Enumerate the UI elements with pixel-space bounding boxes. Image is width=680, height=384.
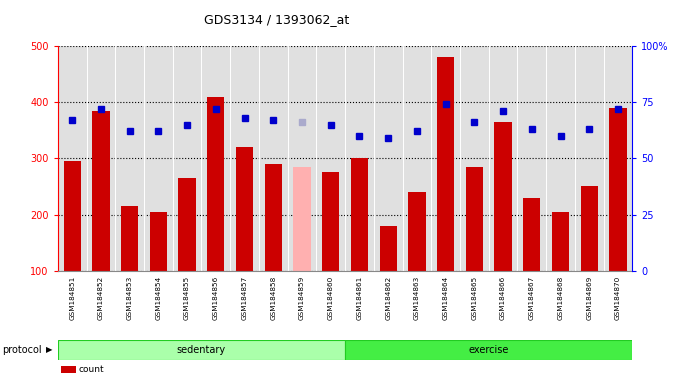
Bar [178,178,196,327]
Bar [150,212,167,327]
Bar [63,161,81,327]
Bar [207,97,224,327]
Bar [379,226,397,327]
Text: count: count [78,365,104,374]
Bar [345,340,632,360]
Text: exercise: exercise [469,345,509,355]
Text: GDS3134 / 1393062_at: GDS3134 / 1393062_at [204,13,350,26]
Bar [408,192,426,327]
Bar [293,167,311,327]
Bar [581,187,598,327]
Bar [437,57,454,327]
Text: protocol: protocol [2,345,41,355]
Bar [92,111,109,327]
Bar [121,206,138,327]
Bar [58,340,345,360]
Bar [609,108,627,327]
Text: ▶: ▶ [46,345,53,354]
Bar [61,366,76,373]
Bar [523,198,541,327]
Bar [265,164,282,327]
Text: sedentary: sedentary [177,345,226,355]
Bar [236,147,253,327]
Bar [494,122,512,327]
Bar [466,167,483,327]
Bar [322,172,339,327]
Bar [351,159,368,327]
Bar [552,212,569,327]
